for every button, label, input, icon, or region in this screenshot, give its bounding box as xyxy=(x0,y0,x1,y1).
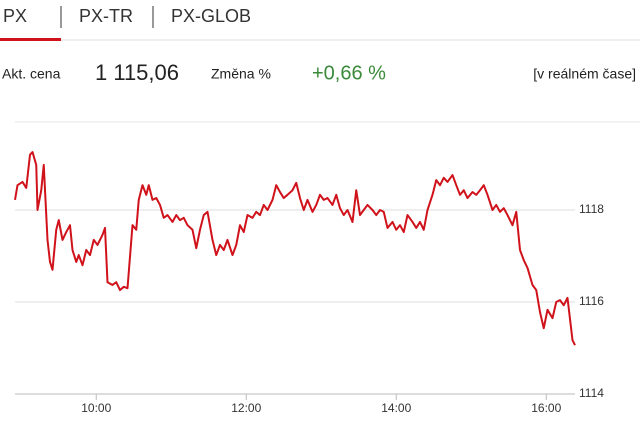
x-tick-label: 12:00 xyxy=(231,401,261,415)
price-label: Akt. cena xyxy=(2,66,61,82)
change: +0,66 % xyxy=(312,62,386,84)
tab[interactable]: PX-TR xyxy=(79,6,133,26)
change-label: Změna % xyxy=(211,66,271,82)
realtime-note: [v reálném čase] xyxy=(533,66,636,82)
x-tick-label: 10:00 xyxy=(81,401,111,415)
y-tick-label: 1114 xyxy=(579,386,604,400)
tab[interactable]: PX-GLOB xyxy=(171,6,251,26)
x-tick-label: 16:00 xyxy=(531,401,561,415)
x-tick-label: 14:00 xyxy=(381,401,411,415)
price: 1 115,06 xyxy=(95,60,179,85)
tab[interactable]: PX xyxy=(3,6,27,26)
price-line xyxy=(14,151,576,346)
active-tab-underline xyxy=(0,38,61,41)
y-tick-label: 1116 xyxy=(579,294,604,308)
y-tick-label: 1118 xyxy=(579,202,604,216)
